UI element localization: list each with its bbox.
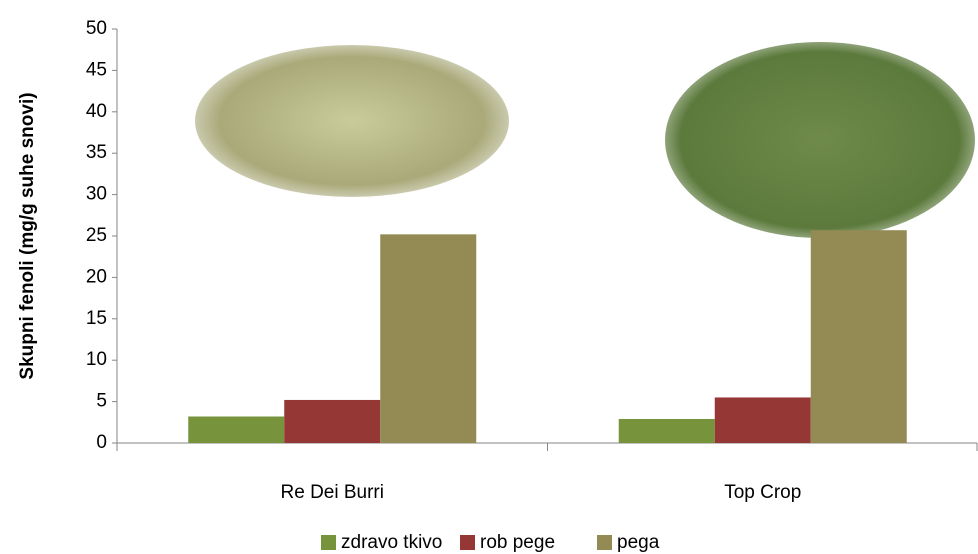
photo-re-dei-burri bbox=[195, 45, 509, 197]
legend-swatch bbox=[321, 535, 336, 550]
y-tick-label: 20 bbox=[86, 266, 107, 287]
y-axis-label: Skupni fenoli (mg/g suhe snovi) bbox=[17, 92, 38, 379]
y-tick-label: 15 bbox=[86, 308, 107, 329]
bar bbox=[715, 397, 811, 443]
x-tick-label: Re Dei Burri bbox=[281, 482, 384, 503]
legend-swatch bbox=[460, 535, 475, 550]
legend-swatch bbox=[597, 535, 612, 550]
bar bbox=[284, 400, 380, 443]
bar bbox=[188, 417, 284, 443]
y-tick-label: 10 bbox=[86, 349, 107, 370]
bar bbox=[811, 230, 907, 443]
y-tick-label: 40 bbox=[86, 101, 107, 122]
y-tick-label: 35 bbox=[86, 142, 107, 163]
y-tick-label: 5 bbox=[96, 391, 107, 412]
y-tick-label: 25 bbox=[86, 225, 107, 246]
y-tick-label: 50 bbox=[86, 18, 107, 39]
x-tick-label: Top Crop bbox=[724, 482, 801, 503]
y-tick-label: 45 bbox=[86, 59, 107, 80]
bar bbox=[619, 419, 715, 443]
legend-label: zdravo tkivo bbox=[341, 532, 442, 553]
chart: Skupni fenoli (mg/g suhe snovi) 0 5 10 15 20… bbox=[0, 0, 978, 554]
y-tick-label: 30 bbox=[86, 184, 107, 205]
bar bbox=[380, 234, 476, 443]
y-tick-label: 0 bbox=[96, 432, 107, 453]
legend-label: rob pege bbox=[480, 532, 555, 553]
photo-top-crop bbox=[665, 42, 975, 238]
legend-label: pega bbox=[617, 532, 660, 553]
